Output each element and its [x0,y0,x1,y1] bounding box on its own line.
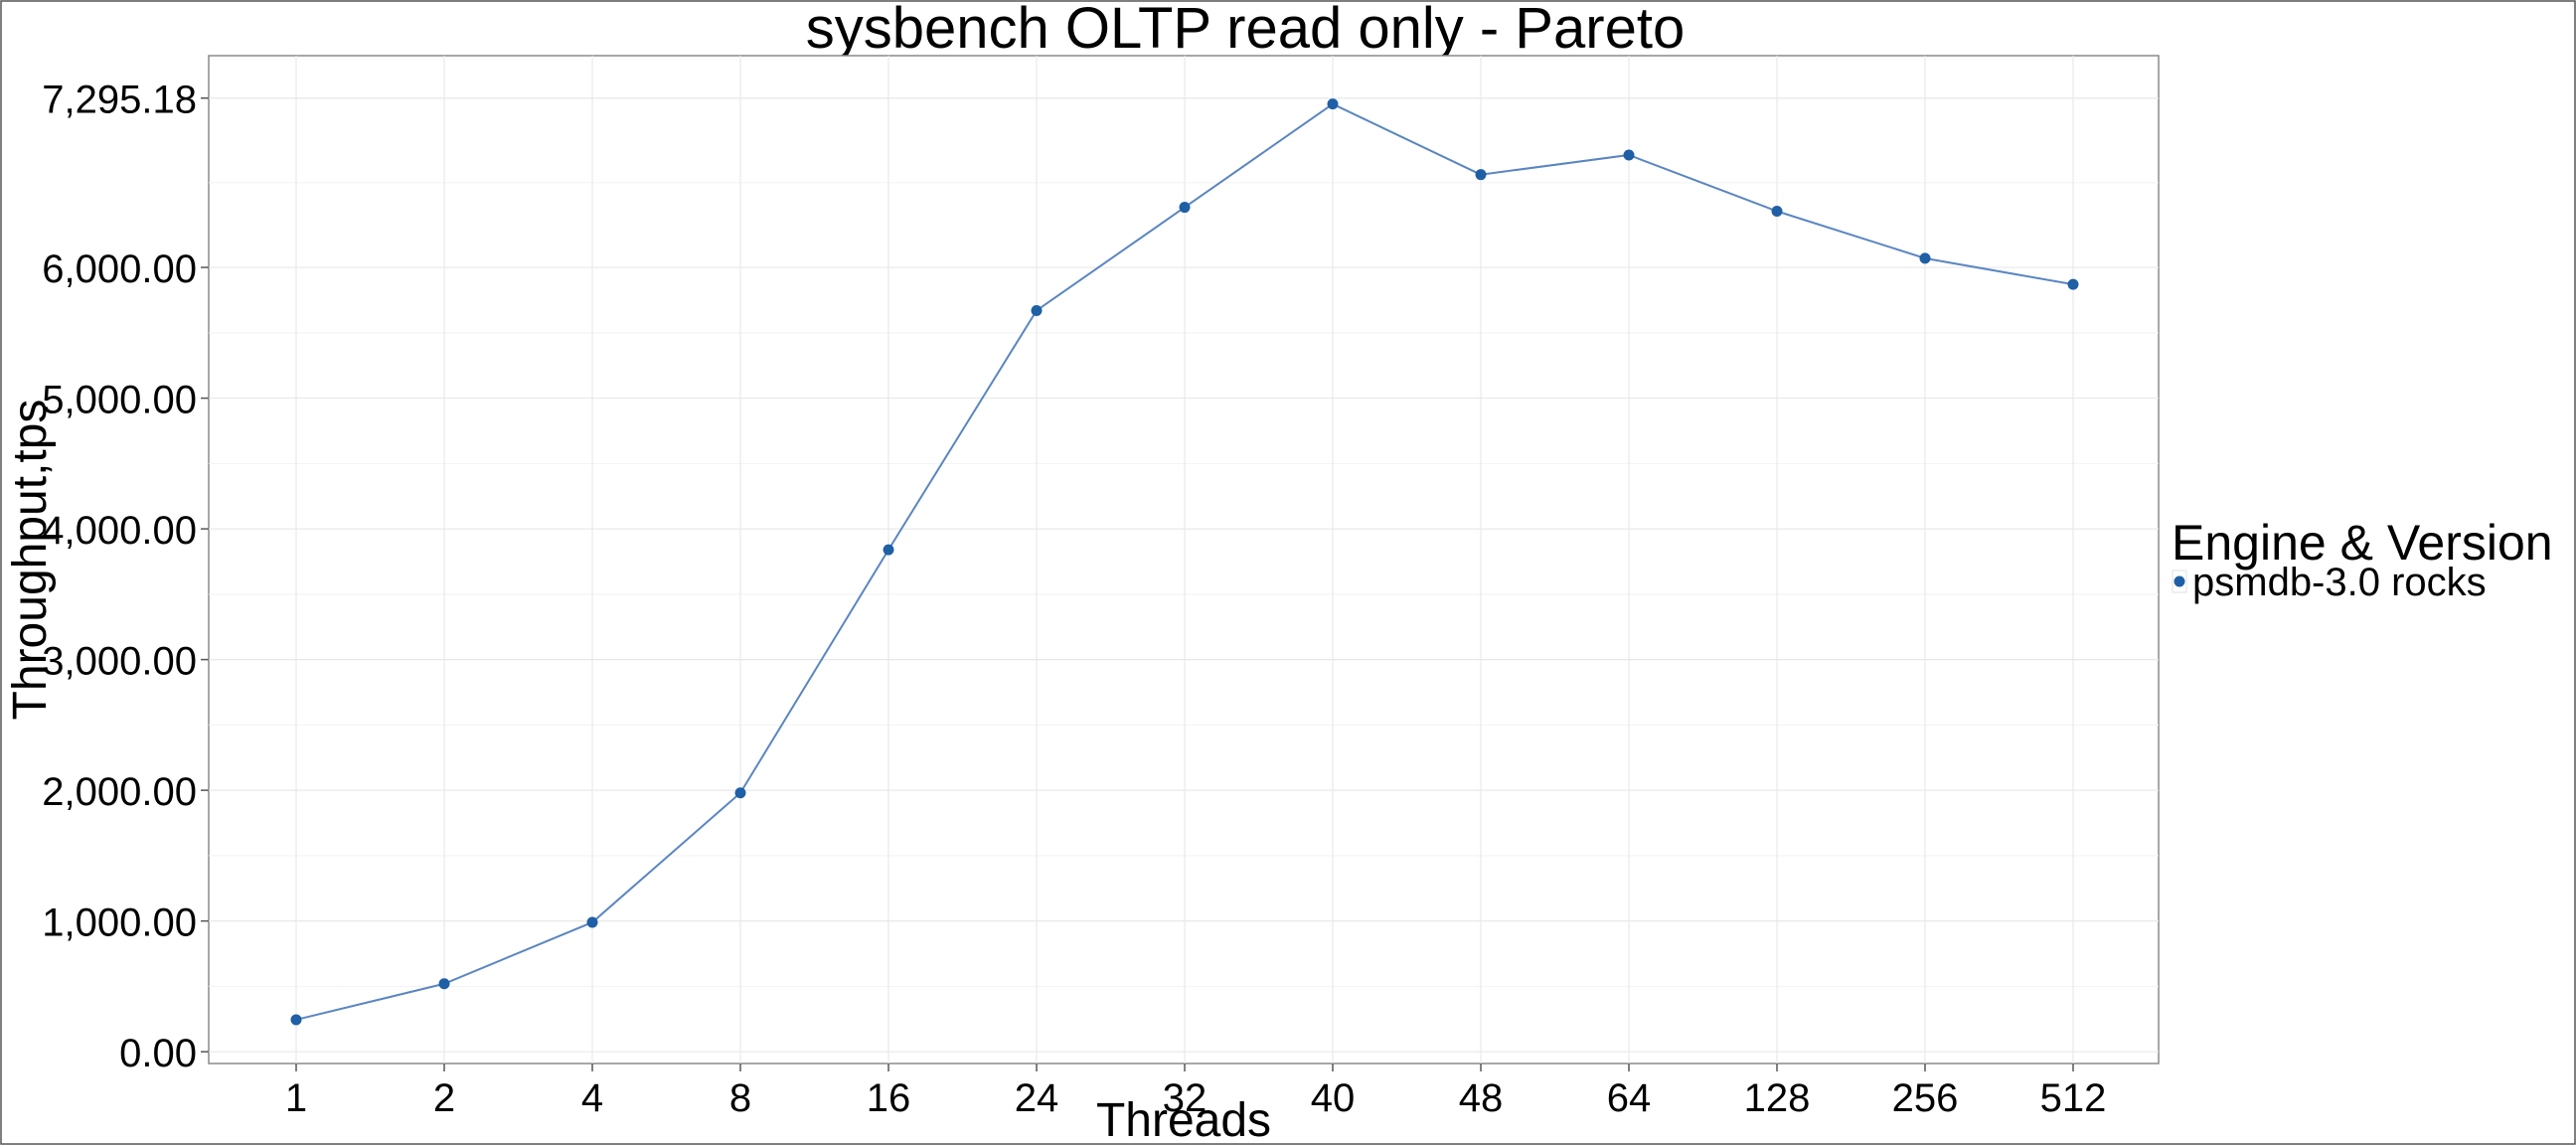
y-tick-label: 4,000.00 [42,509,197,553]
series-layer [290,98,2079,1026]
y-tick-label: 3,000.00 [42,640,197,684]
x-tick-label: 32 [1163,1076,1208,1120]
x-tick-label: 40 [1311,1076,1356,1120]
grid-lines [209,56,2159,1063]
legend-label: psmdb-3.0 rocks [2192,561,2487,604]
x-tick-label: 256 [1892,1076,1959,1120]
x-tick-label: 64 [1607,1076,1652,1120]
y-tick-label: 2,000.00 [42,770,197,814]
data-point [1475,169,1487,181]
data-point [734,787,746,799]
data-point [1623,149,1635,161]
y-tick-label: 0.00 [119,1032,197,1075]
plot-panel [208,55,2160,1064]
x-tick-label: 512 [2040,1076,2107,1120]
x-tick-label: 1 [285,1076,307,1120]
data-point [1179,202,1191,214]
legend: Engine & Version psmdb-3.0 rocks [2172,515,2553,604]
data-point [586,916,598,928]
x-tick-label: 8 [729,1076,751,1120]
y-tick-label: 5,000.00 [42,379,197,422]
x-tick-label: 128 [1744,1076,1811,1120]
data-point [2067,278,2079,290]
x-tick-label: 48 [1459,1076,1504,1120]
legend-title: Engine & Version [2172,515,2553,571]
data-point [883,544,894,556]
x-tick-label: 4 [581,1076,603,1120]
data-point [438,978,450,990]
x-tick-label: 2 [433,1076,455,1120]
y-axis-title: Throughput,tps [4,400,57,721]
data-point [1919,252,1931,264]
x-axis: 1 2 4 8 16 24 32 40 48 64 128 256 512 [285,1063,2107,1120]
legend-marker [2174,575,2185,587]
chart-title: sysbench OLTP read only - Pareto [806,0,1685,61]
x-axis-title: Threads [1096,1094,1271,1145]
y-tick-label: 1,000.00 [42,901,197,945]
y-axis: 0.00 1,000.00 2,000.00 3,000.00 4,000.00 5,00… [42,79,209,1075]
data-point [1771,206,1783,218]
y-tick-label: 6,000.00 [42,247,197,291]
data-point [290,1014,302,1026]
data-point [1031,304,1043,316]
y-tick-label: 7,295.18 [42,79,197,122]
x-tick-label: 16 [867,1076,911,1120]
x-tick-label: 24 [1015,1076,1059,1120]
data-point [1327,98,1339,110]
